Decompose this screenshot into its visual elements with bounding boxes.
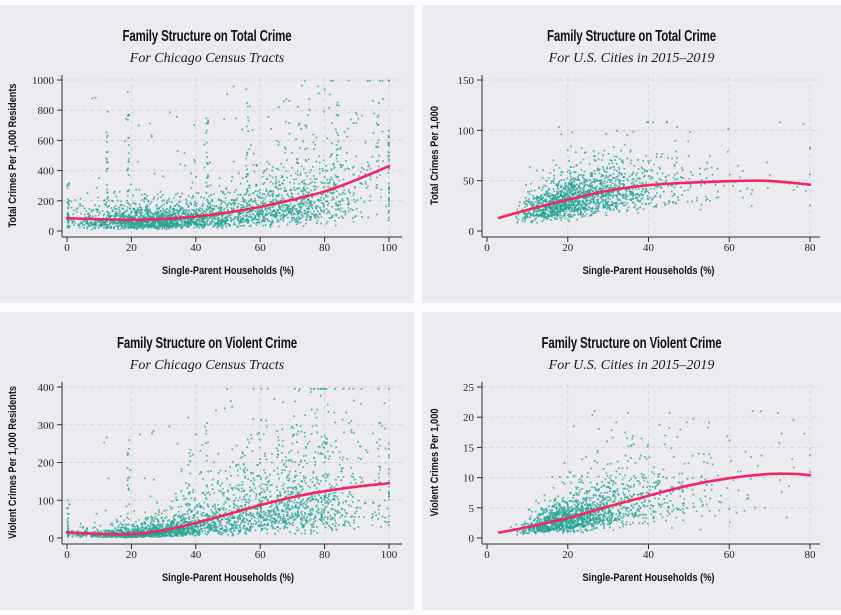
chart-title: Family Structure on Total Crime xyxy=(547,28,716,45)
x-axis-label: Single-Parent Households (%) xyxy=(583,572,715,584)
y-tick-label: 5 xyxy=(469,503,475,515)
y-tick-label: 15 xyxy=(463,442,475,454)
x-tick-label: 80 xyxy=(319,242,331,254)
chart-panel-us-total-crime: 0 20 40 60 80 0 50 100 150 Single-Parent Househol… xyxy=(422,5,841,303)
y-axis-label: Total Crimes Per 1,000 xyxy=(429,106,441,205)
chart-chicago-violent-crime: 0 20 40 60 80 100 0 100 200 300 400 Single-Parent H… xyxy=(7,335,402,584)
y-tick-label: 300 xyxy=(38,420,55,432)
scatter-points xyxy=(66,388,390,539)
axes xyxy=(57,75,402,242)
y-tick-label: 25 xyxy=(463,382,475,394)
x-tick-label: 60 xyxy=(724,549,736,561)
y-tick-label: 200 xyxy=(38,196,55,208)
x-tick-label: 20 xyxy=(126,242,138,254)
y-axis-label: Violent Crimes Per 1,000 xyxy=(429,409,441,517)
y-tick-label: 800 xyxy=(38,105,55,117)
y-tick-label: 1000 xyxy=(32,75,55,87)
chart-panel-chicago-violent-crime: 0 20 40 60 80 100 0 100 200 300 400 Single-Parent H… xyxy=(0,312,414,610)
y-axis-label: Violent Crimes Per 1,000 Residents xyxy=(7,386,19,539)
y-tick-label: 0 xyxy=(49,533,55,545)
x-tick-label: 60 xyxy=(724,242,736,254)
y-tick-label: 0 xyxy=(469,533,475,545)
y-tick-label: 100 xyxy=(458,125,475,137)
x-tick-label: 40 xyxy=(190,242,202,254)
x-tick-label: 0 xyxy=(64,549,70,561)
axes xyxy=(57,382,402,549)
x-tick-label: 80 xyxy=(805,242,817,254)
scatter-points xyxy=(66,79,390,231)
x-tick-label: 20 xyxy=(126,549,138,561)
axes xyxy=(477,75,820,242)
trend-line xyxy=(497,179,812,220)
x-tick-label: 100 xyxy=(381,242,398,254)
x-tick-label: 40 xyxy=(190,549,202,561)
x-axis-label: Single-Parent Households (%) xyxy=(162,265,294,277)
gridlines xyxy=(482,384,820,544)
x-tick-label: 0 xyxy=(484,549,490,561)
axes xyxy=(477,382,820,549)
chart-subtitle: For Chicago Census Tracts xyxy=(129,51,285,66)
chart-title: Family Structure on Total Crime xyxy=(123,28,292,45)
x-axis-label: Single-Parent Households (%) xyxy=(583,265,715,277)
trend-line xyxy=(65,481,391,536)
x-tick-label: 80 xyxy=(319,549,331,561)
y-tick-label: 50 xyxy=(463,176,475,188)
x-tick-label: 20 xyxy=(562,242,574,254)
x-tick-label: 40 xyxy=(643,549,655,561)
chart-subtitle: For U.S. Cities in 2015–2019 xyxy=(548,51,715,66)
x-tick-label: 100 xyxy=(381,549,398,561)
x-tick-label: 20 xyxy=(562,549,574,561)
chart-us-violent-crime: 0 20 40 60 80 0 5 10 15 20 25 Single-Parent Househo… xyxy=(429,335,820,584)
chart-title: Family Structure on Violent Crime xyxy=(542,335,722,352)
y-tick-label: 0 xyxy=(469,226,475,238)
y-tick-label: 150 xyxy=(458,75,475,87)
chart-title: Family Structure on Violent Crime xyxy=(117,335,297,352)
trend-line xyxy=(65,164,391,222)
scatter-points xyxy=(512,121,811,224)
y-axis-label: Total Crimes Per 1,000 Residents xyxy=(7,84,19,228)
x-tick-label: 80 xyxy=(805,549,817,561)
chart-panel-chicago-total-crime: 0 20 40 60 80 100 0 200 400 600 800 1000 Single-Pare… xyxy=(0,5,414,303)
y-tick-label: 20 xyxy=(463,412,475,424)
y-tick-label: 400 xyxy=(38,382,55,394)
x-tick-label: 0 xyxy=(484,242,490,254)
y-tick-label: 0 xyxy=(49,226,55,238)
y-tick-label: 600 xyxy=(38,135,55,147)
y-tick-label: 200 xyxy=(38,458,55,470)
y-tick-label: 10 xyxy=(463,473,475,485)
x-tick-label: 0 xyxy=(64,242,70,254)
chart-chicago-total-crime: 0 20 40 60 80 10002004006008001000Single-Pare… xyxy=(7,28,402,277)
chart-us-total-crime: 0 20 40 60 80 0 50 100 150 Single-Parent Househol… xyxy=(429,28,820,277)
x-axis-label: Single-Parent Households (%) xyxy=(162,572,294,584)
x-tick-label: 60 xyxy=(255,549,267,561)
chart-panel-us-violent-crime: 0 20 40 60 80 0 5 10 15 20 25 Single-Parent Househo… xyxy=(422,312,841,610)
chart-subtitle: For U.S. Cities in 2015–2019 xyxy=(548,358,715,373)
trend-line xyxy=(497,472,812,534)
x-tick-label: 40 xyxy=(643,242,655,254)
y-tick-label: 100 xyxy=(38,495,55,507)
y-tick-label: 400 xyxy=(38,166,55,178)
x-tick-label: 60 xyxy=(255,242,267,254)
chart-subtitle: For Chicago Census Tracts xyxy=(129,358,285,373)
gridlines xyxy=(62,384,402,544)
